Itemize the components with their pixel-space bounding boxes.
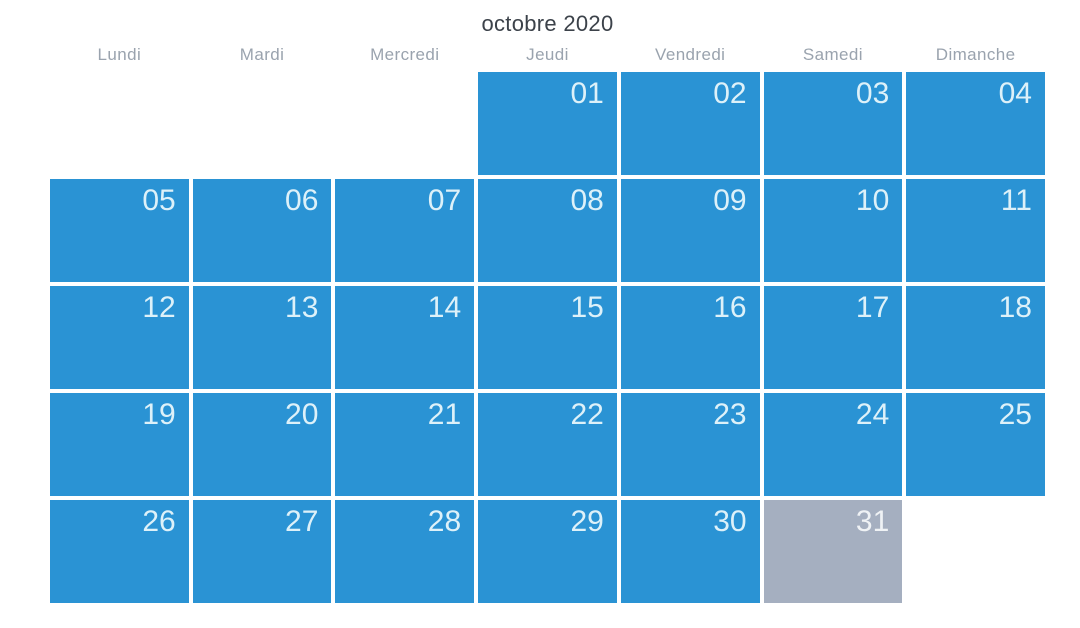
empty-cell [335,72,474,175]
day-cell-31: 31 [763,499,903,603]
day-cell-03[interactable]: 03 [763,71,903,175]
empty-cell [906,500,1045,603]
day-cell-11[interactable]: 11 [906,178,1045,282]
weekday-header-row: Lundi Mardi Mercredi Jeudi Vendredi Samedi Dim… [50,45,1045,65]
day-cell-28[interactable]: 28 [335,499,475,603]
day-cell-05[interactable]: 05 [50,178,189,282]
day-cell-25[interactable]: 25 [906,392,1045,496]
day-cell-12[interactable]: 12 [50,285,189,389]
day-cell-14[interactable]: 14 [335,285,475,389]
day-cell-13[interactable]: 13 [192,285,332,389]
empty-cell [50,72,189,175]
day-cell-19[interactable]: 19 [50,392,189,496]
day-cell-09[interactable]: 09 [620,178,760,282]
day-cell-16[interactable]: 16 [620,285,760,389]
day-cell-30[interactable]: 30 [620,499,760,603]
day-cell-21[interactable]: 21 [335,392,475,496]
day-cell-20[interactable]: 20 [192,392,332,496]
day-cell-17[interactable]: 17 [763,285,903,389]
weekday-label-samedi: Samedi [802,45,863,65]
day-cell-18[interactable]: 18 [906,285,1045,389]
day-cell-26[interactable]: 26 [50,499,189,603]
day-cell-01[interactable]: 01 [478,71,617,175]
weekday-label-vendredi: Vendredi [655,45,726,65]
day-cell-24[interactable]: 24 [763,392,903,496]
weekday-label-mardi: Mardi [239,45,285,65]
day-cell-27[interactable]: 27 [192,499,332,603]
day-cell-15[interactable]: 15 [478,285,617,389]
weekday-label-mercredi: Mercredi [370,45,440,65]
day-cell-29[interactable]: 29 [478,499,617,603]
weekday-label-lundi: Lundi [97,45,142,65]
day-cell-23[interactable]: 23 [620,392,760,496]
day-cell-06[interactable]: 06 [192,178,332,282]
empty-cell [193,72,332,175]
day-cell-22[interactable]: 22 [478,392,617,496]
day-cell-07[interactable]: 07 [335,178,475,282]
calendar-grid: 01 02 03 04 05 06 07 08 09 10 11 12 13 14 15 16 17 18 19 20… [50,71,1045,603]
day-cell-10[interactable]: 10 [763,178,903,282]
weekday-label-dimanche: Dimanche [935,45,1016,65]
month-calendar: octobre 2020 Lundi Mardi Mercredi Jeudi Vend… [50,0,1045,603]
calendar-month-title: octobre 2020 [481,11,614,36]
day-cell-02[interactable]: 02 [620,71,760,175]
weekday-label-jeudi: Jeudi [526,45,569,65]
day-cell-08[interactable]: 08 [478,178,617,282]
day-cell-04[interactable]: 04 [906,71,1045,175]
